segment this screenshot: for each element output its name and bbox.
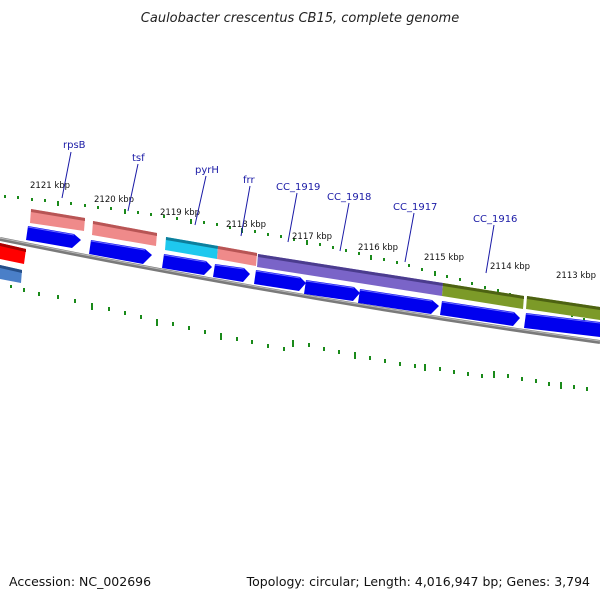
feature-tsf-cog — [92, 221, 157, 246]
scale-label: 2120 kbp — [94, 195, 134, 205]
feature-frr-cog — [217, 246, 257, 266]
scale-label: 2121 kbp — [30, 181, 70, 191]
cds-arrow — [440, 301, 520, 326]
gene-label-frr: frr — [243, 175, 255, 186]
gene-label-tsf: tsf — [132, 153, 145, 164]
scale-label: 2118 kbp — [226, 220, 266, 230]
cds-arrows — [26, 226, 600, 337]
cds-arrow — [524, 313, 600, 337]
gene-label-cc1917: CC_1917 — [393, 202, 437, 213]
cds-arrow — [304, 280, 360, 301]
map-title: Caulobacter crescentus CB15, complete ge… — [141, 11, 459, 26]
gene-label-cc1919: CC_1919 — [276, 182, 320, 193]
cds-arrow — [89, 240, 152, 264]
gene-label-pyrh: pyrH — [195, 165, 219, 176]
cds-arrow — [358, 289, 439, 314]
genome-summary: Topology: circular; Length: 4,016,947 bp… — [246, 574, 590, 589]
scale-label: 2116 kbp — [358, 243, 398, 253]
cds-arrow-highlights — [27, 226, 600, 324]
feature-cc1917-cog — [442, 283, 524, 309]
cog-feature-band — [0, 209, 600, 320]
feature-cc1919-cog — [257, 254, 443, 296]
feature-rpsb-cog — [30, 209, 85, 231]
scale-label: 2117 kbp — [292, 232, 332, 242]
scale-label: 2114 kbp — [490, 262, 530, 272]
scale-label: 2115 kbp — [424, 253, 464, 263]
feature-cc1916-cog — [526, 296, 600, 320]
scale-labels: 2121 kbp 2120 kbp 2119 kbp 2118 kbp 2117… — [30, 181, 596, 281]
accession-label: Accession: NC_002696 — [9, 574, 151, 589]
cds-arrow — [254, 270, 306, 291]
scale-label: 2119 kbp — [160, 208, 200, 218]
gene-labels: rpsB tsf pyrH frr CC_1919 CC_1918 CC_191… — [63, 140, 517, 225]
inner-tick-ring — [10, 285, 588, 391]
cds-arrow — [162, 254, 212, 275]
genome-backbone — [0, 237, 600, 344]
gene-label-rpsb: rpsB — [63, 140, 86, 151]
scale-label: 2113 kbp — [556, 271, 596, 281]
cds-arrow — [26, 226, 81, 248]
gene-label-cc1918: CC_1918 — [327, 192, 371, 203]
gene-label-lines — [61, 151, 495, 274]
gene-label-cc1916: CC_1916 — [473, 214, 517, 225]
feature-pyrh-cog — [165, 237, 218, 259]
